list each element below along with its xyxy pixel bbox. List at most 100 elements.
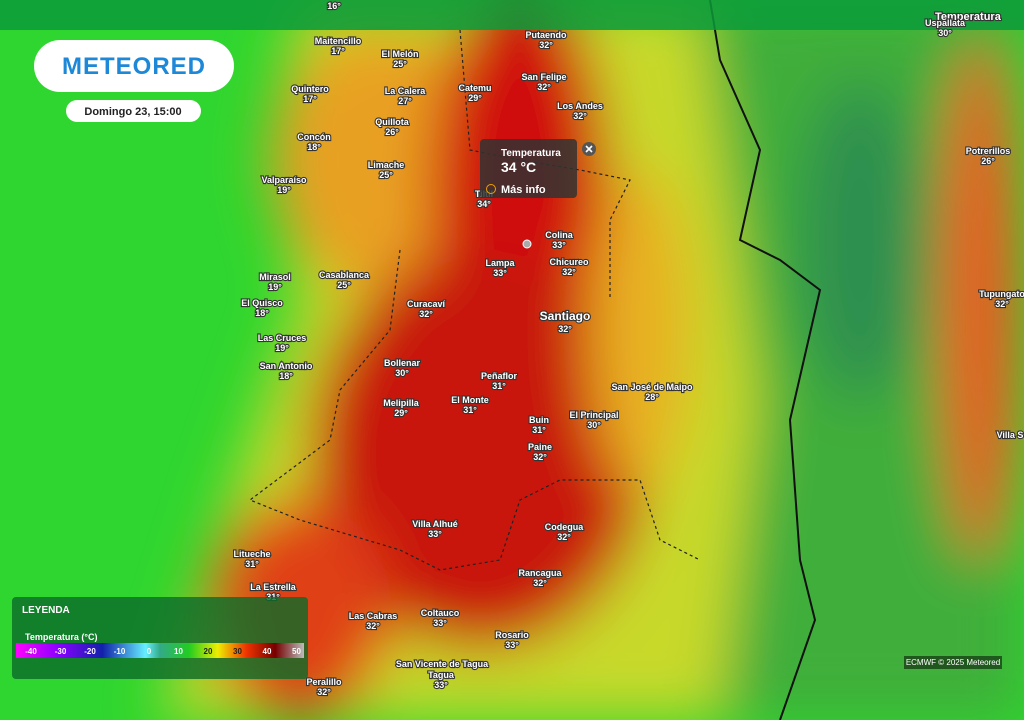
tick-label: 10 — [174, 647, 183, 656]
city-temp: 17° — [331, 46, 345, 56]
colorbar — [16, 643, 304, 658]
city-name: Concón — [297, 132, 331, 142]
city-name: Maitencillo — [315, 36, 362, 46]
place-label: San Vicente de Tagua — [396, 659, 489, 669]
city-name: El Melón — [381, 49, 418, 59]
city-temp: 32° — [537, 82, 551, 92]
city-temp: 19° — [268, 282, 282, 292]
city-name: Lampa — [485, 258, 515, 268]
city-name: Curacaví — [407, 299, 446, 309]
city-temp: 32° — [317, 687, 331, 697]
city-temp: 30° — [587, 420, 601, 430]
credit: ECMWF © 2025 Meteored — [906, 658, 1000, 667]
temperature-field — [160, 0, 1024, 720]
city-temp: 25° — [393, 59, 407, 69]
city-name: La Estrella — [250, 582, 297, 592]
tick-label: 0 — [147, 647, 152, 656]
date: Domingo 23, 15:00 — [84, 106, 181, 118]
city-temp: 33° — [433, 618, 447, 628]
city-name: El Principal — [569, 410, 618, 420]
city-temp: 33° — [552, 240, 566, 250]
city-name: Las Cruces — [258, 333, 307, 343]
city-temp: 29° — [468, 93, 482, 103]
city-name: Catemu — [458, 83, 491, 93]
city-temp: 30° — [395, 368, 409, 378]
city-temp: 31° — [463, 405, 477, 415]
city-name: Litueche — [233, 549, 270, 559]
city-temp: 25° — [379, 170, 393, 180]
city-temp: 32° — [562, 267, 576, 277]
marker — [522, 239, 532, 249]
city-temp: 18° — [255, 308, 269, 318]
city-name: Putaendo — [525, 30, 567, 40]
city-name: Limache — [368, 160, 405, 170]
place-label: Villa S — [997, 430, 1024, 440]
city-temp: 18° — [279, 371, 293, 381]
popup-value: 34 °C — [501, 159, 536, 175]
city-name: San Antonio — [260, 361, 313, 371]
city-name: Colina — [545, 230, 573, 240]
city-name: Coltauco — [421, 608, 460, 618]
city-temp: 32° — [558, 324, 572, 334]
tick-label: 50 — [292, 647, 301, 656]
city-temp: 26° — [385, 127, 399, 137]
city-temp: 33° — [434, 680, 448, 690]
city-temp: 31° — [492, 381, 506, 391]
popup-link[interactable]: Más info — [501, 184, 546, 196]
close-icon — [585, 145, 593, 153]
city-temp: 34° — [477, 199, 491, 209]
city-name: Los Andes — [557, 101, 603, 111]
city-name: Codegua — [545, 522, 584, 532]
city-name: Paine — [528, 442, 552, 452]
city-temp: 32° — [533, 452, 547, 462]
city-temp: 29° — [394, 408, 408, 418]
city-temp: 25° — [337, 280, 351, 290]
region-border — [248, 29, 701, 571]
tick-label: -30 — [55, 647, 67, 656]
city-name: Tupungato — [979, 289, 1024, 299]
city-name: Peñaflor — [481, 371, 518, 381]
city-temp: 26° — [981, 156, 995, 166]
city-name: Melipilla — [383, 398, 420, 408]
city-name: La Calera — [385, 86, 427, 96]
popup-title: Temperatura — [501, 148, 561, 159]
city-temp: 32° — [557, 532, 571, 542]
city-temp: 30° — [938, 28, 952, 38]
city-temp: 19° — [275, 343, 289, 353]
city-name: El Monte — [451, 395, 489, 405]
city-temp: 32° — [995, 299, 1009, 309]
tick-label: 20 — [204, 647, 213, 656]
city-name: Rosario — [495, 630, 529, 640]
city-name: Las Cabras — [349, 611, 398, 621]
date-box — [66, 100, 201, 122]
city-name: Bollenar — [384, 358, 421, 368]
city-temp: 32° — [533, 578, 547, 588]
city-temp: 33° — [428, 529, 442, 539]
city-temp: 32° — [366, 621, 380, 631]
city-name: Rancagua — [518, 568, 562, 578]
city-name: Tagua — [428, 670, 455, 680]
city-temp: 33° — [505, 640, 519, 650]
legend-title: LEYENDA — [22, 605, 70, 616]
city-name: Peralillo — [306, 677, 342, 687]
layer-name[interactable]: Temperatura — [934, 10, 1003, 24]
city-name: Santiago — [540, 309, 591, 323]
city-temp: 33° — [493, 268, 507, 278]
city-name: Chicureo — [549, 257, 589, 267]
tick-label: 40 — [263, 647, 272, 656]
city-name: Quintero — [291, 84, 329, 94]
city-temp: 27° — [398, 96, 412, 106]
top-bar — [0, 0, 1024, 30]
info-icon — [486, 184, 496, 194]
city-temp: 32° — [573, 111, 587, 121]
city-name: Uspallata — [925, 18, 966, 28]
legend-subtitle: Temperatura (°C) — [25, 632, 97, 642]
city-temp: 31° — [245, 559, 259, 569]
place-label: 16° — [327, 1, 341, 11]
city-name: Buin — [529, 415, 549, 425]
city-temp: 31° — [532, 425, 546, 435]
city-temp: 32° — [419, 309, 433, 319]
city-name: San Felipe — [521, 72, 566, 82]
